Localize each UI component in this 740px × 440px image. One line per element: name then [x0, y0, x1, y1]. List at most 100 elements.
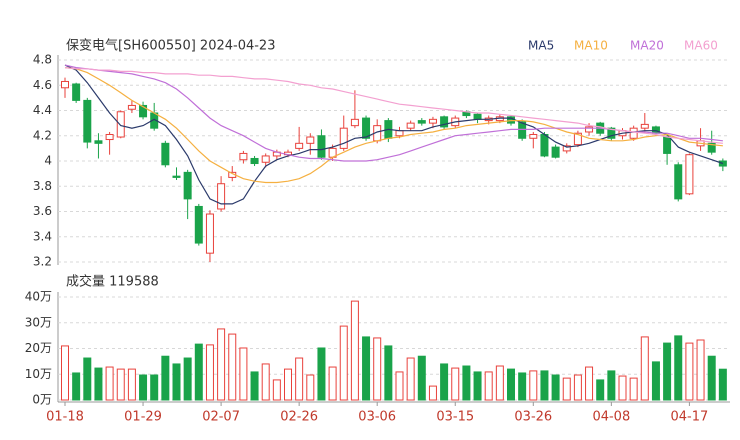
candle-body: [440, 116, 449, 128]
volume-bar: [139, 374, 148, 401]
volume-bar: [651, 361, 660, 401]
volume-bar: [239, 347, 248, 401]
volume-bar: [395, 371, 404, 401]
candle-body: [395, 130, 404, 137]
candle-body: [339, 127, 348, 149]
ma-line: [64, 67, 723, 184]
candle-body: [61, 80, 69, 89]
volume-bar: [507, 368, 515, 401]
volume-bar: [607, 370, 616, 401]
y-tick-label: 4.6: [33, 78, 52, 92]
volume-bar: [161, 355, 170, 401]
ma-line: [64, 64, 724, 205]
volume-bar: [585, 366, 594, 401]
y-tick-label: 4.2: [33, 128, 52, 142]
volume-bar: [350, 300, 359, 401]
candle-body: [217, 183, 226, 210]
volume-bar: [484, 371, 493, 401]
y-tick-label: 40万: [25, 290, 52, 304]
y-tick-label: 0万: [32, 393, 52, 407]
x-tick-label: 04-08: [592, 410, 630, 425]
volume-bar: [640, 336, 649, 401]
candle-body: [83, 99, 92, 143]
volume-bar: [172, 363, 181, 401]
y-tick-label: 10万: [25, 367, 52, 381]
volume-bar: [306, 374, 315, 401]
y-tick-label: 3.4: [33, 229, 52, 243]
x-tick-label: 03-15: [436, 410, 474, 425]
volume-bar: [295, 357, 304, 401]
candle-body: [239, 152, 248, 161]
candle-body: [562, 145, 571, 152]
chart-title: 保变电气[SH600550] 2024-04-23: [66, 38, 275, 54]
volume-bar: [373, 337, 382, 401]
volume-bar: [72, 372, 81, 401]
volume-bar: [573, 374, 582, 401]
legend-entry: MA5: [528, 39, 554, 53]
candle-body: [529, 133, 538, 139]
candle-body: [640, 123, 649, 129]
candle-body: [518, 121, 527, 139]
volume-bar: [674, 335, 683, 401]
volume-bar: [328, 366, 337, 401]
candle-body: [651, 126, 660, 134]
volume-bar: [473, 371, 482, 401]
candle-body: [261, 155, 270, 163]
candle-body: [350, 118, 359, 127]
candle-body: [250, 157, 259, 165]
candle-body: [473, 113, 482, 120]
volume-bar: [362, 336, 371, 401]
y-tick-label: 3.2: [33, 255, 52, 269]
volume-bar: [217, 328, 226, 401]
candle-body: [183, 171, 192, 200]
candle-body: [94, 140, 103, 144]
y-tick-label: 3.8: [33, 179, 52, 193]
volume-bar: [618, 375, 627, 401]
volume-bar: [406, 357, 415, 401]
x-tick-label: 01-18: [46, 410, 84, 425]
volume-bar: [685, 342, 694, 401]
volume-bar: [105, 366, 114, 401]
volume-title: 成交量 119588: [66, 274, 159, 290]
volume-bar: [384, 345, 393, 401]
volume-bar: [518, 372, 527, 401]
candle-body: [685, 154, 694, 195]
legend-entry: MA20: [630, 39, 664, 53]
y-tick-label: 4: [44, 154, 52, 168]
candle-body: [540, 133, 549, 157]
candle-body: [139, 104, 148, 118]
candle-body: [573, 132, 582, 146]
candle-body: [116, 111, 125, 138]
y-tick-label: 20万: [25, 341, 52, 355]
volume-bar: [127, 368, 136, 401]
volume-bar: [183, 357, 192, 401]
volume-bar: [417, 355, 426, 401]
candle-body: [205, 213, 214, 254]
volume-bar: [629, 377, 638, 401]
volume-bar: [83, 357, 92, 401]
candle-body: [417, 120, 426, 124]
y-tick-label: 4.8: [33, 53, 52, 67]
volume-bar: [272, 379, 281, 401]
volume-bar: [150, 374, 159, 401]
candle-body: [127, 104, 136, 110]
volume-bar: [261, 363, 270, 401]
candle-body: [428, 118, 437, 124]
candle-body: [161, 142, 170, 166]
candle-body: [295, 142, 304, 149]
volume-bar: [228, 333, 237, 401]
volume-bar: [540, 370, 549, 401]
volume-bar: [707, 355, 716, 401]
volume-bar: [428, 385, 437, 401]
volume-bar: [250, 371, 259, 401]
volume-bar: [317, 347, 326, 401]
volume-bar: [451, 367, 460, 401]
x-tick-label: 04-17: [671, 410, 709, 425]
y-tick-label: 4.4: [33, 103, 52, 117]
candle-body: [629, 127, 638, 139]
volume-bar: [663, 342, 672, 401]
volume-bar: [562, 377, 571, 401]
candle-body: [317, 135, 326, 158]
volume-bar: [529, 370, 538, 401]
